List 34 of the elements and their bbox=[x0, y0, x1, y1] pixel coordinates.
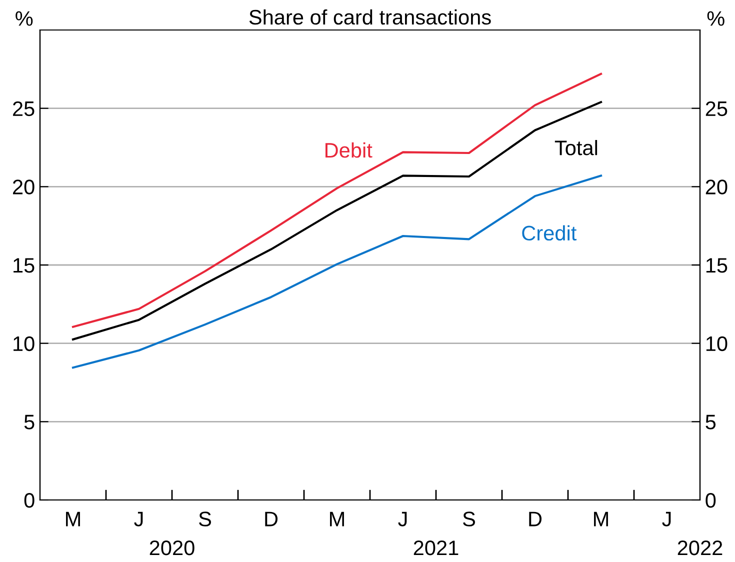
y2-tick-label: 15 bbox=[706, 258, 728, 273]
series-label: Credit bbox=[522, 225, 577, 241]
y-tick-label: 5 bbox=[24, 414, 34, 430]
line-series bbox=[72, 72, 602, 328]
x-tick-label: J bbox=[398, 512, 407, 526]
x-tick-label: M bbox=[330, 512, 344, 526]
y-tick-label: 15 bbox=[14, 258, 34, 273]
x-tick-label: S bbox=[463, 512, 475, 526]
y2-tick-label: 20 bbox=[706, 180, 728, 194]
y2-tick-label: 0 bbox=[706, 493, 716, 508]
y2-tick-label: 25 bbox=[706, 101, 728, 116]
x-tick-label: D bbox=[529, 512, 542, 526]
y2-tick-label: 10 bbox=[706, 336, 728, 352]
y-tick-label: 25 bbox=[13, 101, 34, 116]
y2-tick-label: 5 bbox=[706, 414, 716, 430]
x-tick-label: S bbox=[199, 512, 211, 526]
x-tick-label: J bbox=[134, 512, 143, 526]
text: 2022 bbox=[678, 540, 722, 556]
x-tick-label: M bbox=[594, 512, 608, 526]
series-label: Total bbox=[554, 140, 598, 156]
x-tick-label: D bbox=[265, 512, 278, 526]
y-tick-label: 10 bbox=[14, 336, 34, 352]
text: 2021 bbox=[414, 540, 458, 556]
y-tick-label: 0 bbox=[24, 493, 34, 508]
text: 2020 bbox=[150, 540, 194, 556]
y-tick-label: 20 bbox=[13, 180, 34, 194]
line-series bbox=[72, 101, 602, 340]
y-axis-title: % bbox=[16, 11, 33, 26]
x-tick-label: M bbox=[66, 512, 80, 526]
y2-axis-title: % bbox=[707, 11, 724, 26]
series-label: Debit bbox=[326, 142, 372, 158]
x-tick-label: J bbox=[662, 512, 671, 526]
chart-title: Share of card transactions bbox=[249, 9, 491, 25]
line-series bbox=[72, 174, 602, 369]
